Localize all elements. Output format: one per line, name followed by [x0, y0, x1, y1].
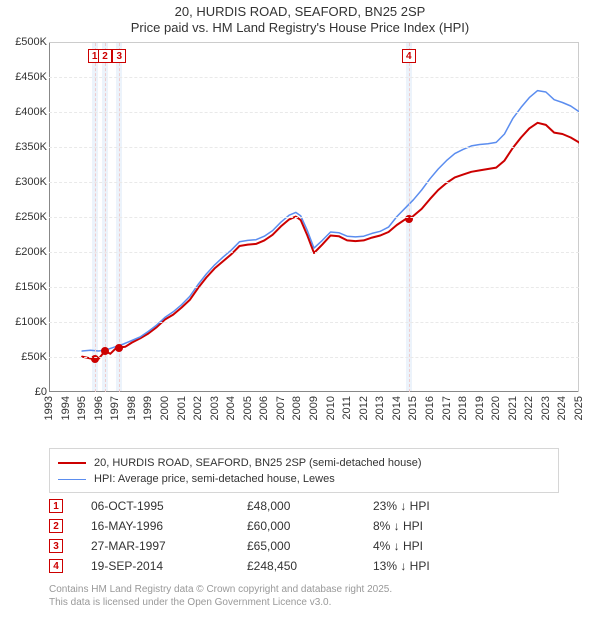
sales-row: 2 16-MAY-1996 £60,000 8% ↓ HPI	[49, 516, 569, 536]
y-gridline	[49, 112, 579, 113]
sale-dot-3	[115, 344, 123, 352]
y-gridline	[49, 147, 579, 148]
sales-row: 4 19-SEP-2014 £248,450 13% ↓ HPI	[49, 556, 569, 576]
x-tick-label: 2017	[441, 396, 453, 420]
x-tick-label: 2003	[209, 396, 221, 420]
y-tick-label: £400K	[0, 106, 47, 118]
sales-row-marker: 1	[49, 499, 63, 513]
x-tick-label: 2005	[242, 396, 254, 420]
sales-row-price: £65,000	[247, 539, 367, 553]
x-tick-label: 2023	[540, 396, 552, 420]
y-tick-label: £250K	[0, 211, 47, 223]
y-tick-label: £50K	[0, 351, 47, 363]
sale-marker-2: 2	[98, 49, 112, 63]
attribution-line-1: Contains HM Land Registry data © Crown c…	[49, 584, 579, 597]
chart-titles: 20, HURDIS ROAD, SEAFORD, BN25 2SP Price…	[0, 0, 600, 37]
y-gridline	[49, 322, 579, 323]
sales-row-delta: 8% ↓ HPI	[373, 519, 493, 533]
sales-row: 3 27-MAR-1997 £65,000 4% ↓ HPI	[49, 536, 569, 556]
x-tick-label: 2013	[374, 396, 386, 420]
y-tick-label: £300K	[0, 176, 47, 188]
x-tick-label: 2008	[291, 396, 303, 420]
sales-row-date: 19-SEP-2014	[91, 559, 241, 573]
x-tick-label: 2007	[275, 396, 287, 420]
sales-row-date: 27-MAR-1997	[91, 539, 241, 553]
legend-box: 20, HURDIS ROAD, SEAFORD, BN25 2SP (semi…	[49, 448, 559, 493]
y-gridline	[49, 357, 579, 358]
y-gridline	[49, 287, 579, 288]
chart-area: 1234 £0£50K£100K£150K£200K£250K£300K£350…	[0, 38, 600, 442]
x-tick-label: 2002	[192, 396, 204, 420]
y-tick-label: £150K	[0, 281, 47, 293]
series-hpi	[82, 91, 579, 351]
sales-row-date: 16-MAY-1996	[91, 519, 241, 533]
x-tick-label: 2006	[258, 396, 270, 420]
x-tick-label: 2015	[407, 396, 419, 420]
x-tick-label: 2012	[358, 396, 370, 420]
x-tick-label: 2016	[424, 396, 436, 420]
page-root: 20, HURDIS ROAD, SEAFORD, BN25 2SP Price…	[0, 0, 600, 620]
x-tick-label: 2010	[325, 396, 337, 420]
x-tick-label: 2004	[225, 396, 237, 420]
y-tick-label: £450K	[0, 71, 47, 83]
sales-row-delta: 13% ↓ HPI	[373, 559, 493, 573]
x-tick-label: 2019	[474, 396, 486, 420]
x-tick-label: 2021	[507, 396, 519, 420]
x-tick-label: 2025	[573, 396, 585, 420]
x-tick-label: 2014	[391, 396, 403, 420]
x-tick-label: 2018	[457, 396, 469, 420]
y-tick-label: £0	[0, 386, 47, 398]
legend-item-property: 20, HURDIS ROAD, SEAFORD, BN25 2SP (semi…	[58, 455, 550, 471]
x-tick-label: 1998	[126, 396, 138, 420]
sale-marker-4: 4	[402, 49, 416, 63]
y-tick-label: £350K	[0, 141, 47, 153]
y-gridline	[49, 182, 579, 183]
sales-row-delta: 4% ↓ HPI	[373, 539, 493, 553]
y-tick-label: £200K	[0, 246, 47, 258]
legend-swatch-property	[58, 462, 86, 464]
x-tick-label: 1994	[60, 396, 72, 420]
sales-row-price: £60,000	[247, 519, 367, 533]
y-gridline	[49, 217, 579, 218]
x-tick-label: 1999	[142, 396, 154, 420]
title-line-1: 20, HURDIS ROAD, SEAFORD, BN25 2SP	[0, 4, 600, 20]
x-tick-label: 2001	[176, 396, 188, 420]
sales-row-price: £248,450	[247, 559, 367, 573]
sales-row-marker: 2	[49, 519, 63, 533]
x-tick-label: 2011	[341, 396, 353, 420]
y-tick-label: £500K	[0, 36, 47, 48]
x-tick-label: 1996	[93, 396, 105, 420]
sales-row-marker: 3	[49, 539, 63, 553]
x-tick-label: 2009	[308, 396, 320, 420]
sales-table: 1 06-OCT-1995 £48,000 23% ↓ HPI 2 16-MAY-1996…	[49, 496, 569, 576]
x-tick-label: 2000	[159, 396, 171, 420]
sales-row-date: 06-OCT-1995	[91, 499, 241, 513]
series-property	[82, 123, 579, 360]
sales-row-marker: 4	[49, 559, 63, 573]
x-tick-label: 1993	[43, 396, 55, 420]
y-gridline	[49, 77, 579, 78]
title-line-2: Price paid vs. HM Land Registry's House …	[0, 20, 600, 36]
attribution: Contains HM Land Registry data © Crown c…	[49, 584, 579, 609]
sales-row-delta: 23% ↓ HPI	[373, 499, 493, 513]
sale-marker-3: 3	[112, 49, 126, 63]
sales-row: 1 06-OCT-1995 £48,000 23% ↓ HPI	[49, 496, 569, 516]
y-gridline	[49, 252, 579, 253]
legend-label-property: 20, HURDIS ROAD, SEAFORD, BN25 2SP (semi…	[94, 457, 421, 469]
x-tick-label: 2020	[490, 396, 502, 420]
series-svg	[49, 43, 579, 393]
legend-item-hpi: HPI: Average price, semi-detached house,…	[58, 471, 550, 487]
x-tick-label: 2022	[523, 396, 535, 420]
legend-swatch-hpi	[58, 479, 86, 480]
x-tick-label: 1995	[76, 396, 88, 420]
x-tick-label: 1997	[109, 396, 121, 420]
sales-row-price: £48,000	[247, 499, 367, 513]
y-tick-label: £100K	[0, 316, 47, 328]
sale-dot-2	[101, 347, 109, 355]
legend-label-hpi: HPI: Average price, semi-detached house,…	[94, 473, 335, 485]
x-tick-label: 2024	[556, 396, 568, 420]
attribution-line-2: This data is licensed under the Open Gov…	[49, 597, 579, 610]
